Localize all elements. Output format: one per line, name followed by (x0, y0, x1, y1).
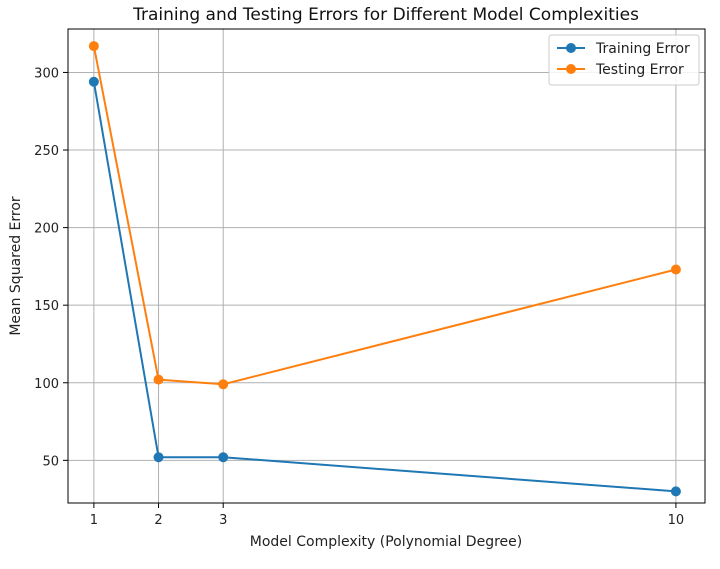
data-point (88, 76, 99, 87)
x-axis-label: Model Complexity (Polynomial Degree) (250, 534, 522, 550)
data-point (153, 374, 164, 385)
y-tick-label: 300 (34, 66, 59, 81)
series-1 (88, 41, 681, 390)
x-tick-label: 10 (668, 513, 685, 528)
series-line (92, 81, 676, 493)
y-tick-label: 250 (34, 144, 59, 159)
data-point (218, 379, 229, 390)
data-point (670, 264, 681, 275)
legend-box (548, 34, 700, 86)
y-tick-label: 150 (34, 299, 59, 314)
legend: Training Error Testing Error (548, 34, 700, 86)
legend-label: Testing Error (595, 62, 684, 78)
y-axis-label: Mean Squared Error (8, 196, 24, 336)
y-tick-label: 50 (42, 454, 59, 469)
series-line (92, 45, 677, 386)
legend-marker (566, 43, 576, 53)
y-axis: 50 100 150 200 250 300 (34, 66, 68, 469)
x-tick-label: 1 (90, 513, 98, 528)
series-0 (88, 76, 681, 497)
legend-marker (566, 64, 576, 74)
legend-item: Training Error (557, 41, 690, 57)
legend-item: Testing Error (557, 62, 684, 78)
data-point (218, 452, 229, 463)
x-tick-label: 3 (219, 513, 227, 528)
legend-label: Training Error (595, 41, 690, 57)
chart-title: Training and Testing Errors for Differen… (132, 5, 639, 25)
data-point (88, 41, 99, 52)
data-point (153, 452, 164, 463)
series-layer (88, 41, 681, 497)
y-tick-label: 200 (34, 222, 59, 237)
x-tick-label: 2 (154, 513, 162, 528)
plot-area (67, 28, 706, 504)
data-point (670, 486, 681, 497)
y-tick-label: 100 (34, 377, 59, 392)
x-axis: 1 2 3 10 (90, 503, 684, 528)
grid (68, 29, 705, 503)
